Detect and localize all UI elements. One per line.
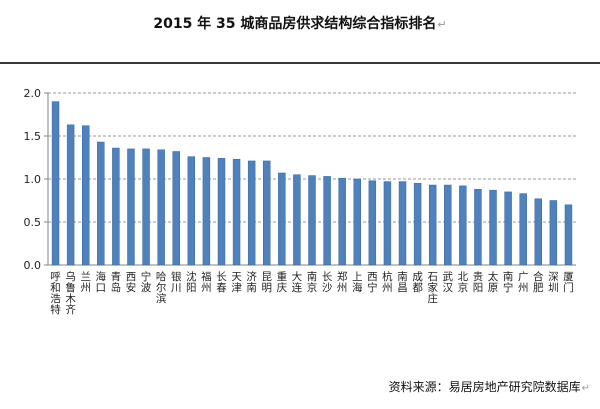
bar bbox=[564, 204, 573, 266]
x-tick-label: 郑州 bbox=[337, 270, 348, 294]
x-tick-label: 上海 bbox=[352, 271, 363, 294]
x-tick-label: 呼和浩特 bbox=[50, 271, 61, 316]
bar bbox=[127, 148, 135, 266]
x-tick-label: 长沙 bbox=[322, 271, 333, 294]
bar bbox=[81, 125, 90, 266]
x-tick-label: 合肥 bbox=[533, 270, 544, 294]
y-tick-label: 0.0 bbox=[24, 259, 42, 272]
x-tick-label: 南昌 bbox=[397, 270, 408, 294]
bar bbox=[308, 175, 316, 266]
y-tick-label: 0.5 bbox=[24, 216, 42, 229]
bar bbox=[323, 176, 331, 266]
x-tick-label: 海口 bbox=[96, 270, 107, 294]
y-tick-label: 1.0 bbox=[24, 173, 42, 186]
x-tick-label: 石家庄 bbox=[427, 271, 438, 305]
bar bbox=[247, 160, 256, 266]
x-tick-label: 深圳 bbox=[548, 271, 559, 294]
bar bbox=[504, 191, 512, 266]
x-tick-label: 宁波 bbox=[141, 270, 152, 294]
bar bbox=[142, 148, 150, 266]
chart-title: 2015 年 35 城商品房供求结构综合指标排名↵ bbox=[0, 13, 600, 33]
paragraph-mark-icon: ↵ bbox=[581, 383, 590, 394]
x-tick-label: 兰州 bbox=[80, 270, 91, 294]
x-tick-label: 西宁 bbox=[367, 271, 378, 294]
bar-chart: 0.0 0.5 1.0 1.5 2.0 呼和浩特乌鲁木齐兰州海口青岛西安宁波哈尔滨银川沈阳… bbox=[24, 87, 576, 316]
x-tick-label: 南宁 bbox=[503, 270, 514, 294]
bar bbox=[172, 151, 180, 266]
bar bbox=[549, 200, 558, 266]
x-tick-label: 昆明 bbox=[261, 271, 272, 294]
bar bbox=[398, 181, 407, 266]
y-tick-label: 2.0 bbox=[24, 87, 42, 100]
source-note-text: 资料来源：易居房地产研究院数据库 bbox=[388, 380, 581, 394]
x-tick-label: 长春 bbox=[216, 271, 227, 294]
x-tick-label: 武汉 bbox=[443, 270, 454, 294]
bar bbox=[217, 158, 226, 266]
x-tick-label: 大连 bbox=[292, 270, 303, 294]
bar bbox=[66, 124, 75, 266]
bar bbox=[519, 193, 527, 266]
x-tick-label: 杭州 bbox=[382, 270, 393, 294]
bar bbox=[459, 185, 467, 266]
bar bbox=[474, 189, 482, 266]
x-tick-label: 福州 bbox=[201, 270, 212, 294]
bar bbox=[112, 147, 120, 266]
bar bbox=[157, 149, 165, 266]
bar bbox=[428, 184, 437, 266]
bar bbox=[368, 180, 377, 266]
bar bbox=[534, 198, 543, 266]
x-tick-label: 太原 bbox=[488, 270, 499, 294]
bar bbox=[232, 158, 241, 266]
x-tick-label: 哈尔滨 bbox=[156, 270, 167, 305]
x-tick-label: 南京 bbox=[307, 270, 318, 294]
bar bbox=[278, 172, 286, 266]
x-tick-label: 北京 bbox=[458, 271, 469, 294]
bar bbox=[489, 189, 497, 266]
x-tick-label: 成都 bbox=[412, 271, 423, 294]
bar bbox=[338, 177, 346, 266]
bar bbox=[202, 157, 211, 266]
bar bbox=[353, 178, 361, 266]
bar bbox=[51, 101, 60, 266]
x-tick-label: 贵阳 bbox=[473, 270, 484, 294]
x-tick-label: 银川 bbox=[171, 270, 182, 294]
x-tick-label: 青岛 bbox=[111, 270, 122, 294]
x-tick-label: 广州 bbox=[518, 271, 529, 294]
x-tick-label: 天津 bbox=[231, 271, 242, 294]
bar bbox=[444, 184, 452, 266]
bar bbox=[383, 181, 392, 266]
x-tick-label: 沈阳 bbox=[186, 270, 197, 294]
y-tick-label: 1.5 bbox=[24, 130, 42, 143]
bar bbox=[263, 160, 271, 266]
x-tick-label: 乌鲁木齐 bbox=[65, 270, 76, 316]
source-note: 资料来源：易居房地产研究院数据库↵ bbox=[389, 378, 590, 395]
x-tick-label: 济南 bbox=[246, 270, 257, 294]
bar bbox=[187, 156, 196, 266]
chart-title-text: 2015 年 35 城商品房供求结构综合指标排名 bbox=[153, 16, 437, 32]
bar bbox=[413, 183, 422, 266]
x-tick-label: 西安 bbox=[126, 271, 137, 294]
x-tick-label: 重庆 bbox=[277, 270, 288, 294]
chart-area: 0.0 0.5 1.0 1.5 2.0 呼和浩特 乌鲁木齐 兰州 海口 青岛 西安 宁波 哈尔滨 银川 沈阳… bbox=[0, 62, 600, 374]
paragraph-mark-icon: ↵ bbox=[437, 18, 447, 31]
x-tick-label: 厦门 bbox=[563, 271, 574, 294]
bar bbox=[97, 141, 105, 266]
bar bbox=[293, 174, 301, 266]
